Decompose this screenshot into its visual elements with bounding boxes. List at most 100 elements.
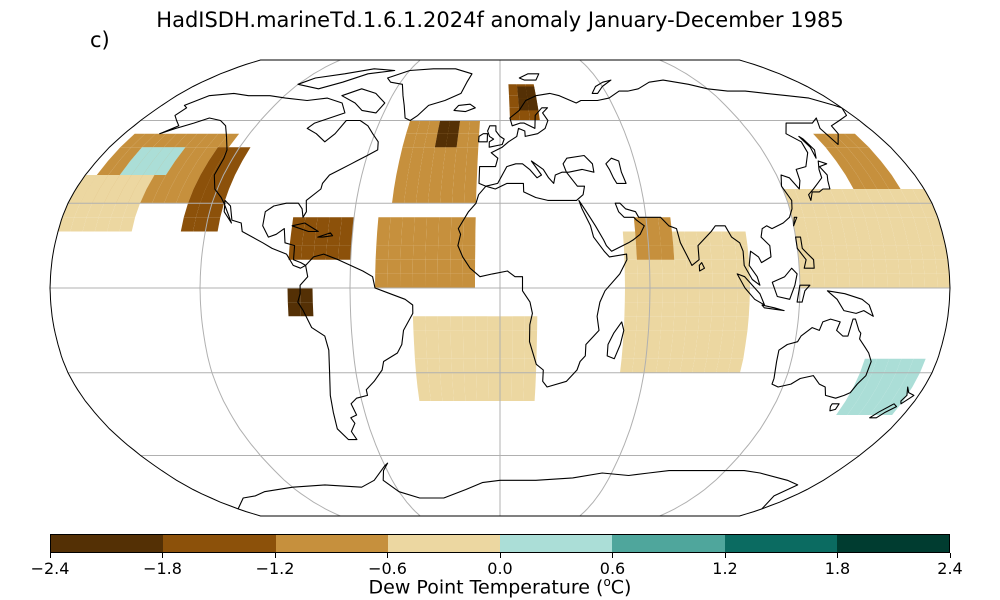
anomaly-cell bbox=[624, 259, 638, 274]
anomaly-cell bbox=[721, 231, 736, 246]
anomaly-cell bbox=[404, 189, 418, 204]
coast-tasmania bbox=[829, 403, 840, 412]
anomaly-cell bbox=[509, 95, 519, 108]
anomaly-cell bbox=[936, 273, 950, 288]
coast-japan bbox=[808, 160, 831, 201]
anomaly-cell bbox=[393, 175, 408, 189]
anomaly-cell bbox=[857, 387, 878, 401]
anomaly-cell bbox=[836, 203, 853, 218]
anomaly-cell bbox=[487, 344, 500, 359]
anomaly-cell bbox=[905, 231, 921, 246]
anomaly-cell bbox=[389, 217, 403, 232]
anomaly-cell bbox=[864, 217, 881, 232]
anomaly-cell bbox=[410, 147, 425, 161]
anomaly-cell bbox=[219, 147, 240, 161]
anomaly-cell bbox=[416, 120, 431, 134]
anomaly-cell bbox=[399, 147, 414, 161]
anomaly-cell bbox=[58, 217, 75, 232]
anomaly-cell bbox=[708, 231, 723, 246]
coast-canada-arctic bbox=[297, 68, 396, 90]
anomaly-cell bbox=[406, 120, 421, 134]
anomaly-cell bbox=[622, 330, 637, 345]
coast-mediterranean-north bbox=[485, 154, 595, 201]
anomaly-cell bbox=[724, 259, 738, 274]
colorbar-segment bbox=[387, 535, 500, 552]
colorbar-label-degree: o bbox=[603, 575, 611, 589]
colorbar-tick-label: −2.4 bbox=[30, 559, 70, 578]
colorbar-segment bbox=[500, 535, 613, 552]
anomaly-cell bbox=[884, 358, 902, 373]
anomaly-cell bbox=[860, 358, 877, 373]
anomaly-cell bbox=[935, 259, 950, 274]
anomaly-cell bbox=[694, 344, 709, 359]
anomaly-cell bbox=[636, 245, 650, 260]
anomaly-cell bbox=[900, 189, 920, 204]
anomaly-cell bbox=[303, 217, 318, 232]
anomaly-cell bbox=[853, 189, 872, 204]
anomaly-cell bbox=[910, 259, 925, 274]
anomaly-cell bbox=[108, 161, 131, 175]
anomaly-cell bbox=[450, 330, 464, 345]
anomaly-cell bbox=[824, 203, 841, 218]
anomaly-cell bbox=[487, 358, 500, 373]
anomaly-cell bbox=[674, 259, 688, 274]
colorbar-segment bbox=[836, 535, 949, 552]
anomaly-cell bbox=[511, 387, 524, 401]
anomaly-cell bbox=[660, 316, 675, 331]
anomaly-cell bbox=[868, 231, 884, 246]
anomaly-cell bbox=[427, 358, 440, 373]
anomaly-cell bbox=[840, 217, 856, 232]
anomaly-cell bbox=[647, 330, 661, 345]
anomaly-cell bbox=[528, 107, 540, 121]
anomaly-cell bbox=[622, 231, 637, 246]
anomaly-cell bbox=[687, 273, 700, 288]
anomaly-cell bbox=[188, 189, 206, 204]
anomaly-cell bbox=[929, 231, 946, 246]
anomaly-cell bbox=[699, 302, 713, 317]
anomaly-cell bbox=[635, 330, 649, 345]
anomaly-cell bbox=[668, 358, 683, 373]
anomaly-cell bbox=[339, 231, 353, 246]
anomaly-cell bbox=[860, 203, 877, 218]
anomaly-cell bbox=[824, 273, 838, 288]
anomaly-cell bbox=[623, 245, 637, 260]
anomaly-cell bbox=[140, 189, 159, 204]
anomaly-cell bbox=[439, 358, 452, 373]
anomaly-cell bbox=[845, 387, 866, 401]
anomaly-cell bbox=[419, 161, 433, 175]
anomaly-cell bbox=[716, 358, 732, 373]
anomaly-cell bbox=[401, 217, 415, 232]
anomaly-cell bbox=[874, 273, 888, 288]
anomaly-cell bbox=[412, 273, 426, 288]
anomaly-cell bbox=[455, 147, 468, 161]
anomaly-cell bbox=[376, 231, 390, 246]
anomaly-cell bbox=[646, 217, 660, 232]
anomaly-cell bbox=[476, 372, 489, 387]
anomaly-cell bbox=[883, 245, 899, 260]
coast-sumatra bbox=[736, 273, 766, 306]
anomaly-cell bbox=[425, 316, 439, 331]
map-title: HadISDH.marineTd.1.6.1.2024f anomaly Jan… bbox=[156, 8, 844, 32]
anomaly-cell bbox=[116, 189, 135, 204]
anomaly-cell bbox=[799, 273, 813, 288]
anomaly-cell bbox=[708, 330, 723, 345]
anomaly-cell bbox=[315, 217, 330, 232]
anomaly-cell bbox=[375, 245, 389, 260]
anomaly-cell bbox=[508, 84, 518, 96]
anomaly-cell bbox=[467, 133, 480, 148]
anomaly-cell bbox=[699, 288, 713, 303]
anomaly-cell bbox=[464, 387, 477, 401]
colorbar-segment bbox=[275, 535, 388, 552]
anomaly-cell bbox=[400, 259, 413, 274]
anomaly-cell bbox=[302, 231, 316, 246]
anomaly-cell bbox=[621, 344, 636, 359]
anomaly-cell bbox=[662, 273, 675, 288]
graticule bbox=[50, 60, 950, 516]
anomaly-cell bbox=[428, 372, 442, 387]
anomaly-cell bbox=[377, 217, 391, 232]
anomaly-cell bbox=[107, 147, 132, 161]
anomaly-cell bbox=[624, 288, 638, 303]
anomaly-cell bbox=[96, 161, 120, 175]
coast-madagascar bbox=[606, 321, 625, 360]
anomaly-cell bbox=[696, 330, 711, 345]
